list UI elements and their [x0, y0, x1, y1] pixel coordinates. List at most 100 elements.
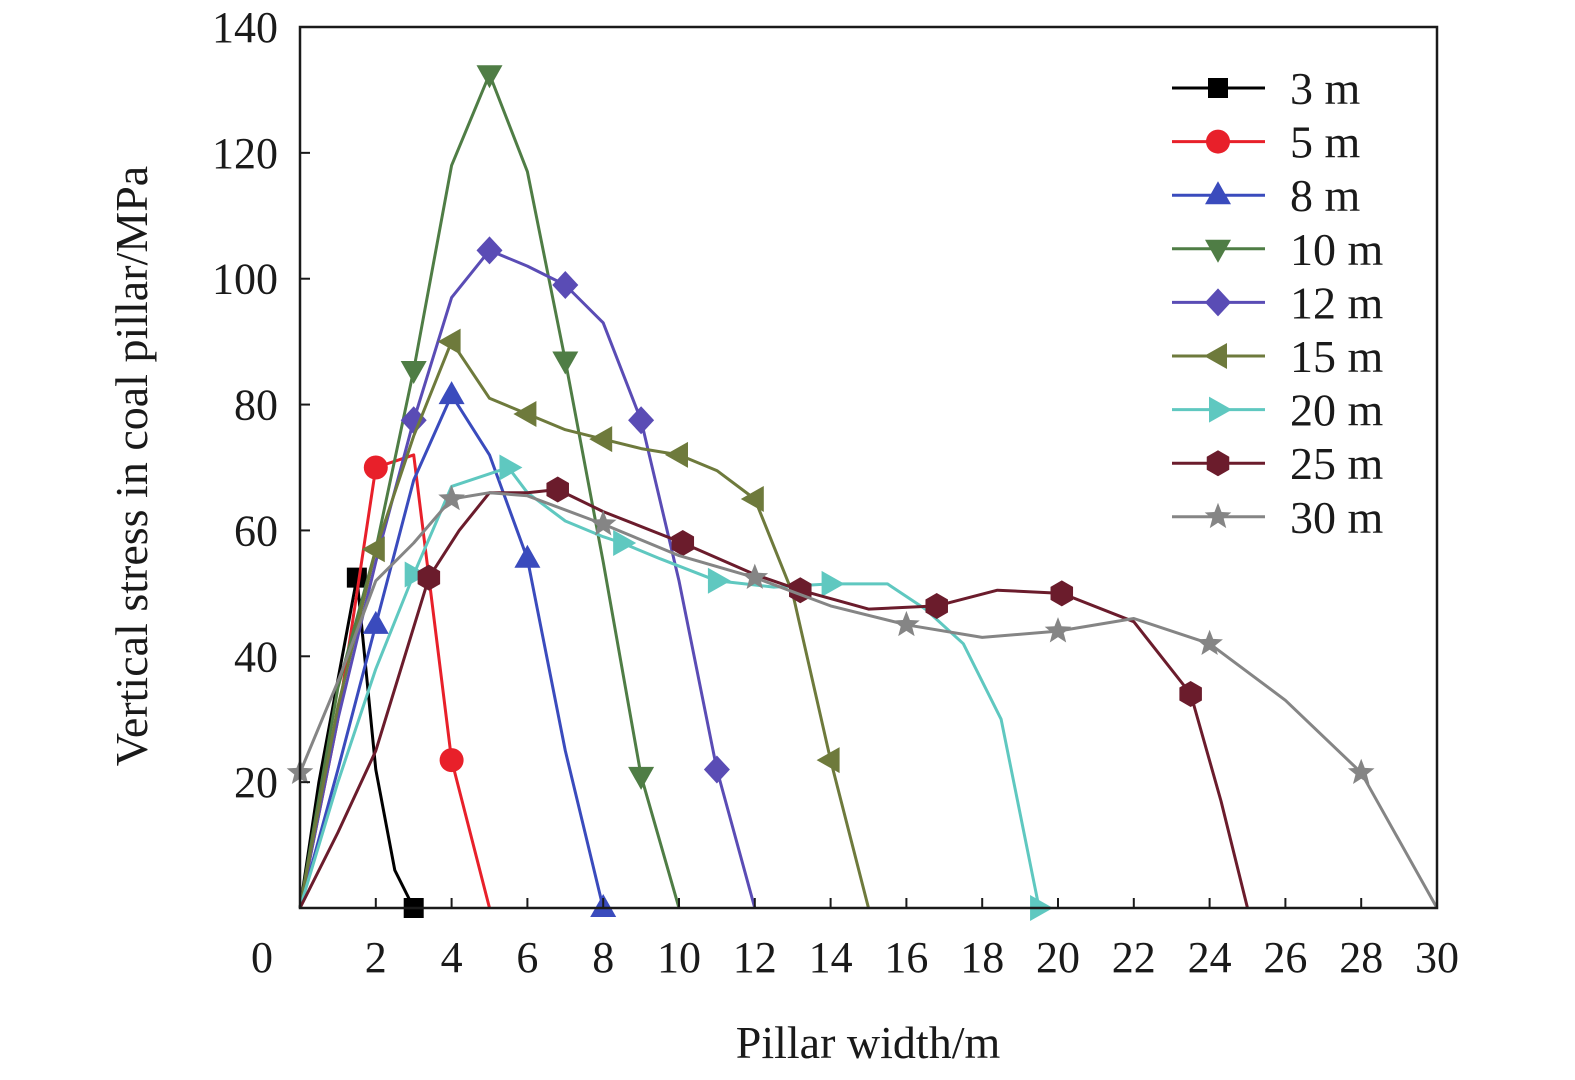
legend-label-2: 8 m — [1290, 170, 1361, 221]
series-0 — [298, 567, 424, 918]
x-axis-title: Pillar width/m — [736, 1017, 1001, 1068]
legend: 3 m5 m8 m10 m12 m15 m20 m25 m30 m — [1172, 63, 1384, 543]
legend-marker-2 — [1205, 181, 1231, 205]
series-7 — [298, 476, 1249, 909]
series-4-point-1 — [476, 236, 503, 265]
series-2-point-2 — [514, 544, 541, 568]
series-2-point-1 — [438, 381, 465, 405]
x-tick-label-8: 16 — [884, 933, 928, 982]
y-tick-label-1: 40 — [234, 632, 278, 681]
y-tick-label-4: 100 — [212, 255, 278, 304]
x-tick-label-14: 28 — [1339, 933, 1383, 982]
x-tick-label-3: 6 — [516, 933, 538, 982]
x-tick-label-10: 20 — [1036, 933, 1080, 982]
legend-label-4: 12 m — [1290, 277, 1384, 328]
legend-marker-1 — [1206, 129, 1230, 154]
series-8-point-6 — [1196, 629, 1223, 656]
y-tick-label-2: 60 — [234, 506, 278, 555]
x-tick-label-1: 2 — [365, 933, 387, 982]
series-3-point-1 — [476, 65, 503, 89]
x-tick-label-4: 8 — [592, 933, 614, 982]
series-5-point-3 — [589, 426, 613, 453]
series-3-point-2 — [552, 351, 579, 375]
x-tick-label-15: 30 — [1415, 933, 1459, 982]
plot-area — [286, 65, 1439, 921]
series-5-point-1 — [437, 328, 461, 355]
series-7-point-0 — [417, 564, 441, 591]
series-line-6 — [298, 466, 1041, 909]
legend-label-1: 5 m — [1290, 117, 1361, 168]
x-tick-label-7: 14 — [809, 933, 853, 982]
legend-marker-8 — [1204, 502, 1232, 529]
legend-item-2: 8 m — [1172, 170, 1361, 221]
legend-item-5: 15 m — [1172, 331, 1384, 382]
series-7-point-4 — [925, 592, 948, 619]
legend-item-7: 25 m — [1172, 438, 1384, 489]
series-5-point-5 — [740, 485, 764, 512]
legend-label-6: 20 m — [1290, 385, 1384, 436]
series-5-point-4 — [665, 441, 688, 468]
x-tick-label-9: 18 — [960, 933, 1004, 982]
series-8-point-4 — [893, 610, 920, 637]
series-line-2 — [298, 393, 605, 909]
legend-label-3: 10 m — [1290, 224, 1384, 275]
x-tick-label-12: 24 — [1188, 933, 1232, 982]
series-5-point-2 — [513, 401, 537, 428]
series-4-point-0 — [400, 406, 427, 435]
series-8-point-7 — [1347, 758, 1375, 785]
series-5-point-6 — [816, 747, 840, 774]
legend-item-3: 10 m — [1172, 224, 1384, 275]
series-7-point-2 — [671, 530, 695, 557]
legend-item-0: 3 m — [1172, 63, 1361, 114]
series-6-point-4 — [821, 570, 845, 597]
series-5-point-0 — [361, 536, 385, 563]
legend-marker-3 — [1205, 239, 1231, 263]
series-6-point-2 — [613, 530, 637, 557]
series-line-4 — [298, 248, 757, 909]
legend-marker-5 — [1204, 343, 1227, 369]
series-line-0 — [298, 576, 416, 909]
legend-item-4: 12 m — [1172, 277, 1384, 328]
x-tick-label-6: 12 — [733, 933, 777, 982]
series-line-8 — [298, 491, 1439, 909]
legend-marker-4 — [1205, 288, 1231, 317]
series-8-point-3 — [741, 563, 769, 589]
series-1 — [298, 453, 491, 909]
legend-item-8: 30 m — [1172, 492, 1384, 543]
series-7-point-5 — [1050, 580, 1074, 607]
legend-marker-0 — [1208, 78, 1228, 98]
x-tick-label-11: 22 — [1112, 933, 1156, 982]
series-4-point-3 — [628, 406, 655, 435]
y-axis-title: Vertical stress in coal pillar/MPa — [106, 166, 157, 766]
series-3-point-3 — [628, 766, 655, 790]
legend-label-7: 25 m — [1290, 438, 1384, 489]
series-2-point-0 — [362, 610, 389, 634]
x-tick-label-2: 4 — [441, 933, 463, 982]
legend-label-8: 30 m — [1290, 492, 1384, 543]
legend-item-6: 20 m — [1172, 385, 1384, 436]
series-5 — [298, 328, 870, 909]
series-1-point-1 — [439, 748, 464, 773]
series-line-5 — [298, 340, 870, 909]
axes: 0 2 4 6 8 10 12 14 16 18 20 22 24 26 28 302040608010012… — [212, 3, 1459, 982]
x-tick-label-0: 0 — [251, 933, 273, 982]
legend-marker-7 — [1206, 450, 1230, 477]
y-tick-label-5: 120 — [212, 129, 278, 178]
x-tick-label-13: 26 — [1263, 933, 1307, 982]
series-4 — [298, 236, 757, 909]
legend-item-1: 5 m — [1172, 117, 1361, 168]
series-4-point-4 — [703, 755, 730, 784]
series-8 — [286, 484, 1439, 909]
series-8-point-1 — [438, 484, 465, 511]
series-6-point-0 — [404, 561, 428, 588]
series-0-point-0 — [346, 567, 367, 588]
y-tick-label-0: 20 — [234, 758, 278, 807]
series-8-point-5 — [1044, 617, 1072, 643]
y-tick-label-6: 140 — [212, 3, 278, 52]
legend-label-0: 3 m — [1290, 63, 1361, 114]
series-3-point-0 — [400, 360, 427, 384]
series-line-3 — [298, 72, 681, 909]
series-line-1 — [298, 453, 491, 909]
plot-frame — [298, 25, 1439, 910]
y-tick-label-3: 80 — [234, 381, 278, 430]
